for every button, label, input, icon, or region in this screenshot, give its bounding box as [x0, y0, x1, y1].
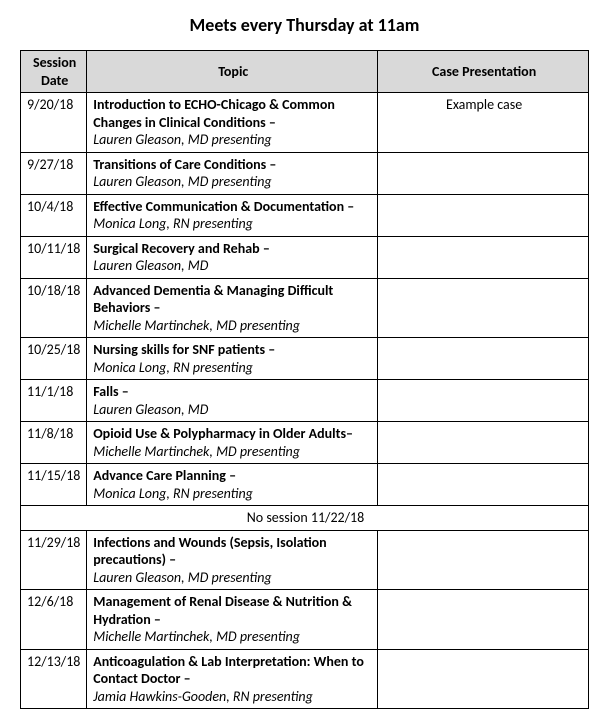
page-title: Meets every Thursday at 11am: [20, 14, 589, 36]
cell-topic: Management of Renal Disease & Nutrition …: [87, 590, 378, 650]
table-row: 9/20/18Introduction to ECHO-Chicago & Co…: [21, 93, 589, 153]
topic-title: Introduction to ECHO-Chicago & Common Ch…: [93, 96, 335, 131]
table-row: 10/4/18 Effective Communication & Documen…: [21, 194, 589, 236]
table-row: 11/15/18Advance Care Planning –Monica Lo…: [21, 464, 589, 506]
topic-title: Transitions of Care Conditions –: [93, 156, 276, 173]
cell-case: [378, 236, 589, 278]
cell-case: [378, 278, 589, 338]
topic-presenter: Lauren Gleason, MD presenting: [93, 131, 271, 148]
cell-date: 10/18/18: [21, 278, 87, 338]
table-row: 10/11/18Surgical Recovery and Rehab –Lau…: [21, 236, 589, 278]
table-row: 10/18/18Advanced Dementia & Managing Dif…: [21, 278, 589, 338]
cell-topic: Falls –Lauren Gleason, MD: [87, 380, 378, 422]
cell-topic: Infections and Wounds (Sepsis, Isolation…: [87, 530, 378, 590]
topic-presenter: Jamia Hawkins-Gooden, RN presenting: [93, 688, 313, 705]
col-header-date: Session Date: [21, 51, 87, 93]
topic-title: Advance Care Planning –: [93, 467, 236, 484]
topic-presenter: Lauren Gleason, MD presenting: [93, 569, 271, 586]
cell-topic: Transitions of Care Conditions –Lauren G…: [87, 152, 378, 194]
table-row: 11/1/18Falls –Lauren Gleason, MD: [21, 380, 589, 422]
cell-case: Example case: [378, 93, 589, 153]
table-row: 10/25/18Nursing skills for SNF patients …: [21, 338, 589, 380]
cell-date: 9/27/18: [21, 152, 87, 194]
cell-date: 10/25/18: [21, 338, 87, 380]
topic-presenter: Michelle Martinchek, MD presenting: [93, 317, 300, 334]
cell-date: 12/13/18: [21, 649, 87, 709]
cell-date: 10/11/18: [21, 236, 87, 278]
cell-topic: Advanced Dementia & Managing Difficult B…: [87, 278, 378, 338]
table-row: 11/8/18 Opioid Use & Polypharmacy in Olde…: [21, 422, 589, 464]
no-session-cell: No session 11/22/18: [21, 506, 589, 531]
cell-case: [378, 530, 589, 590]
topic-presenter: Monica Long, RN presenting: [93, 485, 253, 502]
topic-presenter: Michelle Martinchek, MD presenting: [93, 443, 300, 460]
table-row: 11/29/18Infections and Wounds (Sepsis, I…: [21, 530, 589, 590]
topic-title: Surgical Recovery and Rehab –: [93, 240, 270, 257]
cell-date: 11/1/18: [21, 380, 87, 422]
cell-date: 11/8/18: [21, 422, 87, 464]
cell-case: [378, 380, 589, 422]
topic-title: Anticoagulation & Lab Interpretation: Wh…: [93, 653, 364, 688]
table-header-row: Session Date Topic Case Presentation: [21, 51, 589, 93]
table-row: 9/27/18Transitions of Care Conditions –L…: [21, 152, 589, 194]
table-row: 12/13/18Anticoagulation & Lab Interpreta…: [21, 649, 589, 709]
topic-presenter: Michelle Martinchek, MD presenting: [93, 628, 300, 645]
topic-title: Opioid Use & Polypharmacy in Older Adult…: [93, 425, 353, 442]
col-header-case: Case Presentation: [378, 51, 589, 93]
topic-title: Falls –: [93, 383, 129, 400]
cell-topic: Anticoagulation & Lab Interpretation: Wh…: [87, 649, 378, 709]
cell-case: [378, 194, 589, 236]
cell-topic: Advance Care Planning –Monica Long, RN p…: [87, 464, 378, 506]
cell-date: 9/20/18: [21, 93, 87, 153]
schedule-table: Session Date Topic Case Presentation 9/2…: [20, 50, 589, 709]
cell-topic: Effective Communication & Documentation …: [87, 194, 378, 236]
cell-case: [378, 152, 589, 194]
table-row: No session 11/22/18: [21, 506, 589, 531]
topic-title: Advanced Dementia & Managing Difficult B…: [93, 282, 333, 317]
topic-presenter: Lauren Gleason, MD presenting: [93, 173, 271, 190]
cell-date: 12/6/18: [21, 590, 87, 650]
topic-presenter: Monica Long, RN presenting: [93, 359, 253, 376]
cell-case: [378, 649, 589, 709]
cell-date: 11/15/18: [21, 464, 87, 506]
topic-presenter: Lauren Gleason, MD: [93, 257, 208, 274]
cell-case: [378, 422, 589, 464]
cell-date: 10/4/18: [21, 194, 87, 236]
cell-case: [378, 464, 589, 506]
topic-title: Management of Renal Disease & Nutrition …: [93, 593, 352, 628]
table-row: 12/6/18Management of Renal Disease & Nut…: [21, 590, 589, 650]
cell-topic: Opioid Use & Polypharmacy in Older Adult…: [87, 422, 378, 464]
topic-presenter: Lauren Gleason, MD: [93, 401, 208, 418]
topic-presenter: Monica Long, RN presenting: [93, 215, 253, 232]
topic-title: Infections and Wounds (Sepsis, Isolation…: [93, 534, 326, 569]
cell-topic: Surgical Recovery and Rehab –Lauren Glea…: [87, 236, 378, 278]
cell-case: [378, 590, 589, 650]
cell-case: [378, 338, 589, 380]
cell-topic: Introduction to ECHO-Chicago & Common Ch…: [87, 93, 378, 153]
cell-date: 11/29/18: [21, 530, 87, 590]
topic-title: Nursing skills for SNF patients –: [93, 341, 275, 358]
topic-title: Effective Communication & Documentation …: [93, 198, 354, 215]
cell-topic: Nursing skills for SNF patients –Monica …: [87, 338, 378, 380]
col-header-topic: Topic: [87, 51, 378, 93]
